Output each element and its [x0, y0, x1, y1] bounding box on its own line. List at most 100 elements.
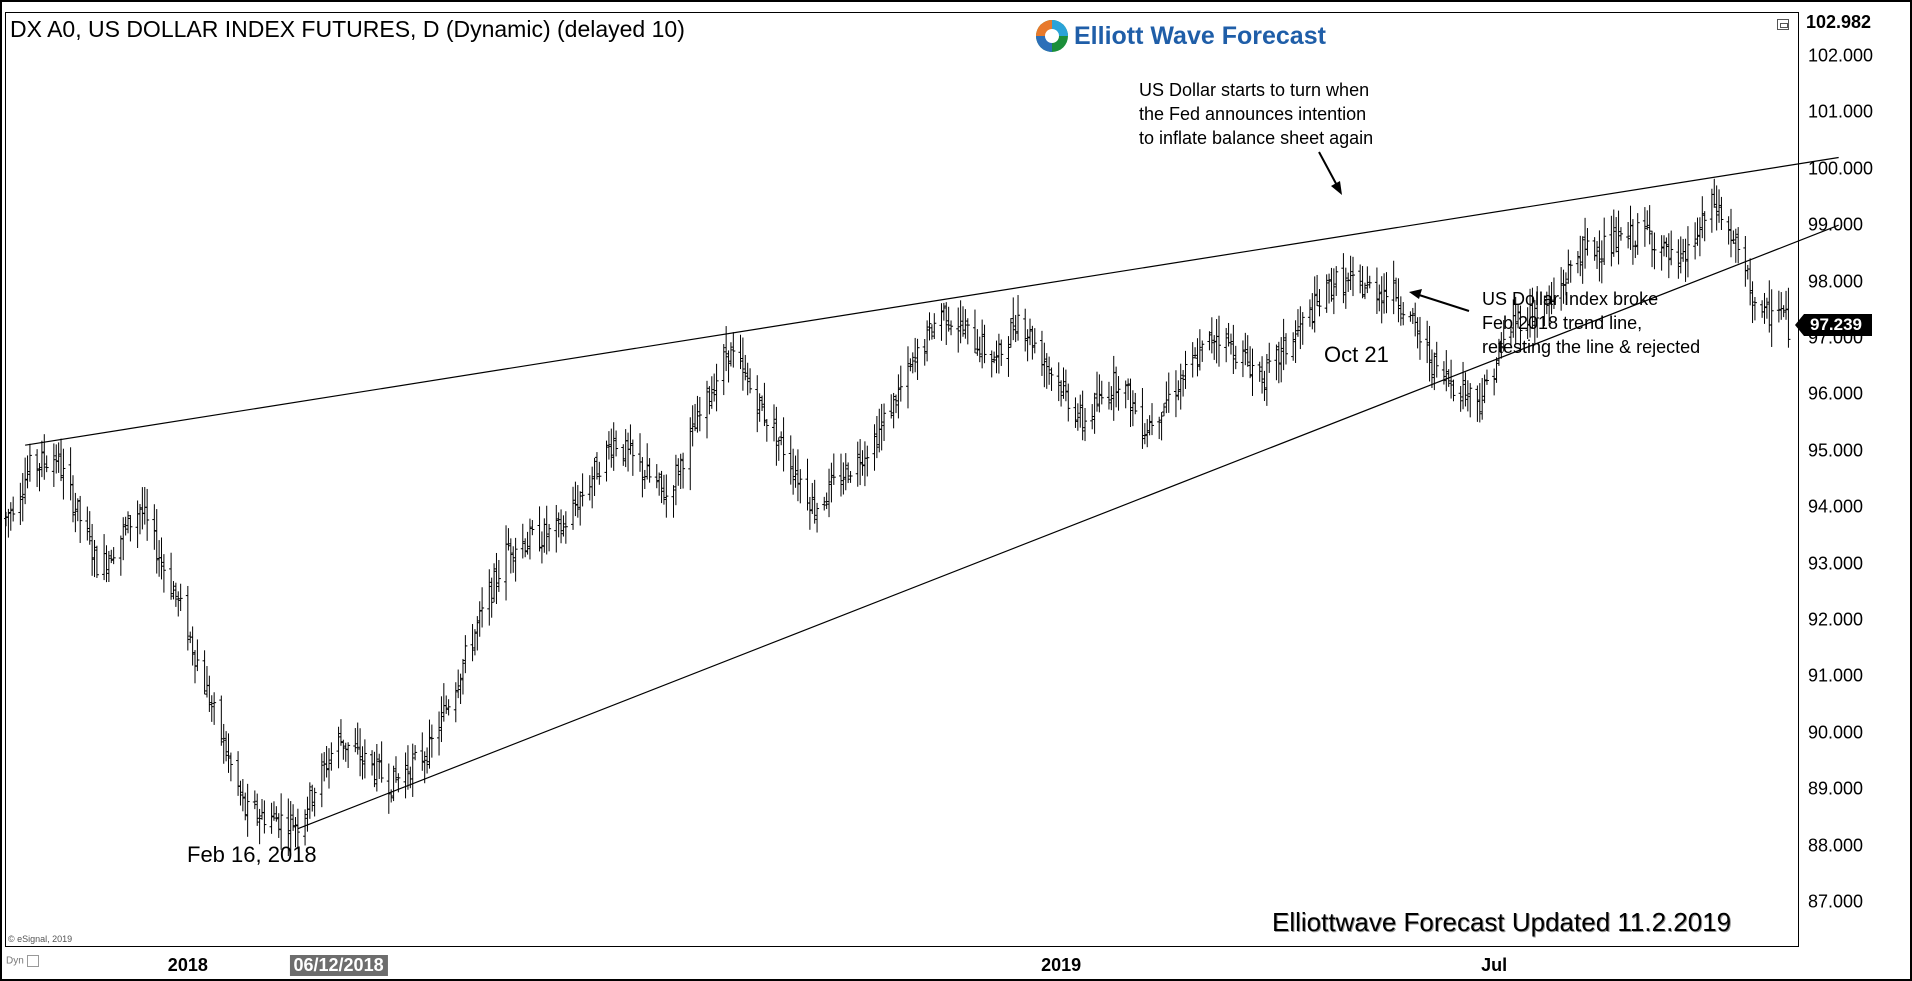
y-tick-label: 102.000: [1808, 45, 1874, 66]
ohlc-bar: [630, 439, 635, 476]
ohlc-bar: [709, 376, 714, 409]
ohlc-bar: [1341, 253, 1346, 304]
ohlc-bar: [496, 559, 501, 592]
ohlc-bar: [202, 650, 207, 695]
ohlc-bar: [1061, 367, 1066, 399]
ohlc-bar: [391, 765, 396, 802]
ohlc-bar: [705, 380, 710, 439]
ohlc-bar: [1752, 297, 1757, 321]
ohlc-bar: [204, 666, 209, 698]
restore-window-icon[interactable]: [1777, 19, 1789, 30]
ohlc-bar: [126, 511, 131, 534]
ohlc-bar: [1712, 178, 1717, 208]
ohlc-bar: [590, 466, 595, 509]
ohlc-bar: [1441, 361, 1446, 385]
ohlc-bar: [358, 728, 363, 777]
ohlc-bar: [319, 753, 324, 808]
ohlc-bar: [858, 439, 863, 486]
ohlc-bar: [712, 373, 717, 402]
ohlc-bar: [458, 673, 463, 705]
ohlc-bar: [209, 695, 214, 722]
ohlc-bar: [1329, 267, 1334, 302]
ohlc-bar: [1281, 318, 1286, 371]
ohlc-bar: [1078, 394, 1083, 428]
annotation-arrows: [1318, 151, 1470, 312]
ohlc-bar: [810, 482, 815, 514]
ohlc-bar: [35, 449, 40, 488]
ohlc-bar: [346, 742, 351, 768]
ohlc-bar: [1090, 404, 1095, 430]
ohlc-bar: [1642, 207, 1647, 247]
ohlc-bar: [1434, 341, 1439, 378]
ohlc-bar: [1635, 213, 1640, 255]
ohlc-bar: [173, 582, 178, 607]
ohlc-bar: [676, 458, 681, 486]
ohlc-bar: [487, 569, 492, 626]
ohlc-bar: [1549, 281, 1554, 315]
ohlc-bar: [154, 509, 159, 574]
ohlc-bar: [1291, 332, 1296, 361]
ohlc-bar: [1482, 374, 1487, 404]
ohlc-bar: [1128, 378, 1133, 427]
x-tick-label: 2019: [1041, 955, 1082, 975]
ohlc-bar: [1250, 348, 1255, 396]
ohlc-bar: [1008, 318, 1013, 348]
ohlc-bar: [905, 346, 910, 409]
ohlc-bar: [539, 531, 544, 564]
y-tick-label: 91.000: [1808, 665, 1864, 686]
dynamic-toggle[interactable]: Dyn: [6, 955, 39, 967]
ohlc-bar: [764, 419, 769, 442]
ohlc-bar: [1748, 258, 1753, 306]
ohlc-bar: [774, 406, 779, 466]
ohlc-bar: [1602, 217, 1607, 266]
ohlc-bar: [594, 452, 599, 480]
ohlc-bar: [1260, 356, 1265, 394]
ohlc-bar: [972, 309, 977, 354]
ohlc-bar: [1410, 307, 1415, 324]
ohlc-bar: [1681, 238, 1686, 262]
ohlc-bar: [262, 800, 267, 834]
ohlc-bar: [109, 549, 114, 564]
ohlc-bar: [580, 473, 585, 507]
ohlc-bar: [1083, 408, 1088, 442]
ohlc-bar: [422, 751, 427, 784]
ohlc-bar: [68, 447, 73, 501]
ohlc-bar: [724, 326, 729, 372]
ohlc-bar: [989, 350, 994, 378]
ohlc-bar: [1295, 309, 1300, 337]
ohlc-bar: [1458, 386, 1463, 412]
ohlc-bar: [547, 523, 552, 552]
ohlc-bar: [291, 804, 296, 831]
price-bars: [4, 178, 1791, 857]
ohlc-bar: [681, 452, 686, 489]
ohlc-bar: [673, 454, 678, 506]
x-tick-label: Jul: [1481, 955, 1508, 975]
ohlc-bar: [922, 338, 927, 366]
ohlc-bar: [760, 395, 765, 412]
ohlc-bar: [731, 332, 736, 368]
ohlc-bar: [1233, 345, 1238, 370]
ohlc-bar: [1492, 368, 1497, 396]
ohlc-bar: [374, 744, 379, 792]
ohlc-bar: [59, 438, 64, 482]
logo-text: Elliott Wave Forecast: [1074, 21, 1326, 50]
ohlc-bar: [441, 683, 446, 722]
ohlc-bar: [891, 392, 896, 429]
ohlc-bar: [1276, 341, 1281, 384]
ohlc-bar: [791, 448, 796, 495]
brand-logo[interactable]: Elliott Wave Forecast: [1036, 20, 1326, 52]
ohlc-bar: [324, 745, 329, 778]
ohlc-bar: [932, 313, 937, 339]
ohlc-bar: [1599, 240, 1604, 284]
ohlc-bar: [338, 719, 343, 746]
ohlc-bar: [470, 624, 475, 662]
ohlc-bar: [927, 312, 932, 341]
ohlc-bar: [489, 577, 494, 618]
ohlc-bar: [592, 457, 597, 497]
ohlc-bar: [1267, 342, 1272, 373]
ohlc-bar: [94, 545, 99, 578]
ohlc-bar: [889, 394, 894, 419]
ohlc-bar: [42, 434, 47, 480]
ohlc-bar: [1310, 293, 1315, 330]
ohlc-bar: [159, 537, 164, 580]
